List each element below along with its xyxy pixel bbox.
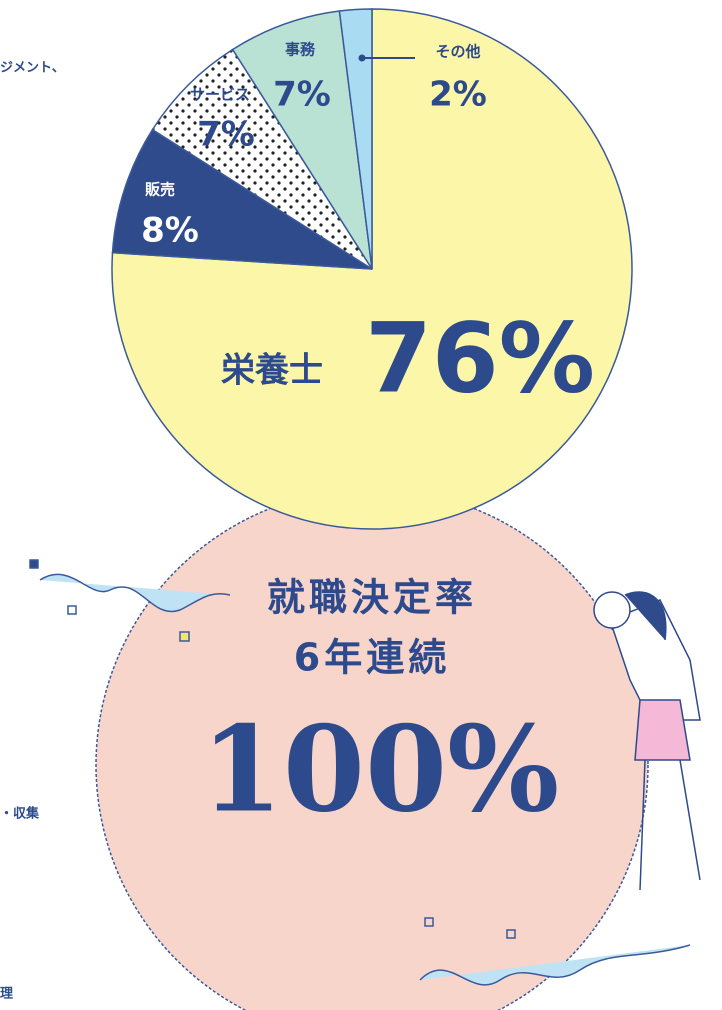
- slice-name: 事務: [285, 41, 316, 59]
- slice-name: サービス: [190, 86, 250, 104]
- slice-value: 8%: [141, 211, 199, 251]
- slice-value: 2%: [429, 75, 487, 115]
- slice-name: その他: [435, 43, 480, 61]
- banner-line2: 6年連続: [294, 636, 450, 680]
- banner: 就職決定率 6年連続 100%: [30, 489, 700, 1010]
- banner-rate: 100%: [201, 700, 559, 839]
- slice-value: 7%: [197, 115, 255, 155]
- slice-value: 7%: [273, 75, 331, 115]
- side-text: ジメント、: [0, 61, 65, 76]
- slice-name: 栄養士: [221, 351, 323, 391]
- slice-name: 販売: [145, 181, 175, 199]
- side-text: 理: [0, 987, 13, 1002]
- leader-dot: [359, 55, 366, 62]
- page: 就職決定率 6年連続 100% 栄養士 76% 販売 8% サービス 7% 事務 7% その他 2…: [0, 0, 722, 1010]
- slice-value: 76%: [365, 302, 595, 414]
- banner-line1: 就職決定率: [267, 576, 477, 620]
- side-text: ・収集: [0, 806, 40, 822]
